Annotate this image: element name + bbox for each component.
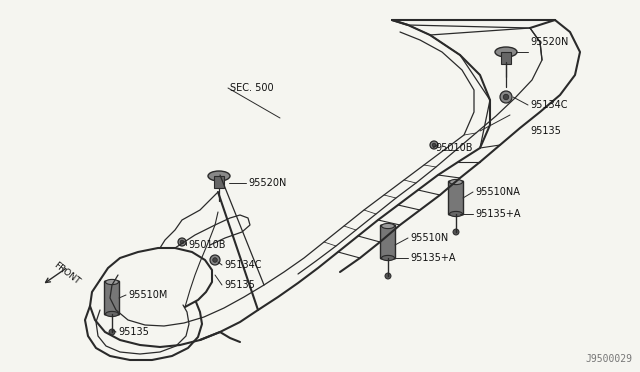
Ellipse shape: [381, 256, 394, 261]
FancyBboxPatch shape: [104, 281, 120, 315]
Text: 95510N: 95510N: [410, 233, 448, 243]
Text: 95510M: 95510M: [128, 290, 168, 300]
Text: 95010B: 95010B: [435, 143, 472, 153]
Text: SEC. 500: SEC. 500: [230, 83, 274, 93]
Text: 95134C: 95134C: [530, 100, 568, 110]
Circle shape: [500, 91, 512, 103]
Ellipse shape: [106, 279, 118, 285]
Ellipse shape: [449, 179, 463, 185]
FancyBboxPatch shape: [381, 225, 396, 259]
FancyBboxPatch shape: [449, 181, 463, 215]
Text: 95135+A: 95135+A: [410, 253, 456, 263]
Circle shape: [453, 229, 459, 235]
Text: 95510NA: 95510NA: [475, 187, 520, 197]
Circle shape: [432, 143, 436, 147]
Circle shape: [212, 258, 217, 262]
Circle shape: [180, 240, 184, 244]
Text: FRONT: FRONT: [52, 260, 81, 286]
Circle shape: [430, 141, 438, 149]
Text: 95520N: 95520N: [248, 178, 286, 188]
Bar: [501, 52, 511, 64]
Ellipse shape: [495, 47, 517, 57]
Circle shape: [210, 255, 220, 265]
Ellipse shape: [208, 171, 230, 181]
Text: 95135: 95135: [118, 327, 149, 337]
Circle shape: [503, 94, 509, 100]
Text: 95520N: 95520N: [530, 37, 568, 47]
Ellipse shape: [449, 211, 463, 217]
Text: J9500029: J9500029: [585, 354, 632, 364]
Circle shape: [385, 273, 391, 279]
Text: 95010B: 95010B: [188, 240, 225, 250]
Text: 95135+A: 95135+A: [475, 209, 520, 219]
Ellipse shape: [381, 224, 394, 229]
Ellipse shape: [106, 311, 118, 317]
Text: 95134C: 95134C: [224, 260, 262, 270]
Text: 95135: 95135: [530, 126, 561, 136]
Bar: [214, 176, 224, 188]
Text: 95135: 95135: [224, 280, 255, 290]
Circle shape: [178, 238, 186, 246]
Circle shape: [109, 329, 115, 335]
